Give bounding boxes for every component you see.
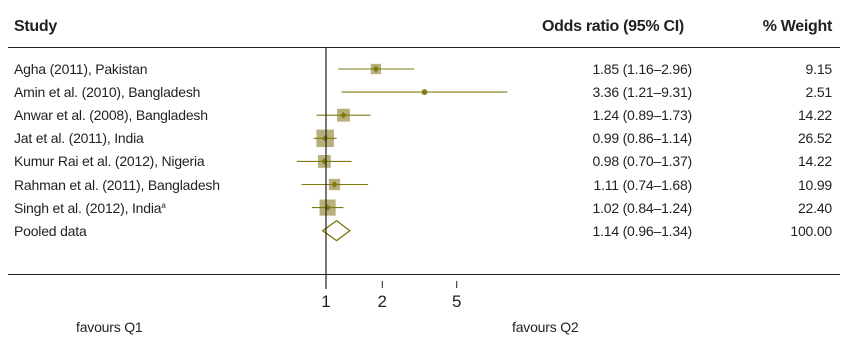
footnote-marker: a bbox=[161, 200, 166, 210]
odds-ratio-value: 1.02 (0.84–1.24) bbox=[592, 199, 692, 216]
weight-value: 2.51 bbox=[805, 84, 833, 101]
study-label: Amin et al. (2010), Bangladesh bbox=[14, 84, 201, 101]
study-marker bbox=[301, 178, 369, 191]
weight-value: 26.52 bbox=[797, 130, 832, 147]
study-marker bbox=[341, 88, 508, 96]
weight-value: 22.40 bbox=[797, 199, 832, 216]
study-label: Jat et al. (2011), India bbox=[14, 130, 144, 147]
x-tick-label: 5 bbox=[452, 292, 461, 311]
x-tick-label: 1 bbox=[321, 292, 330, 311]
odds-ratio-value: 0.98 (0.70–1.37) bbox=[592, 153, 692, 170]
odds-ratio-value: 0.99 (0.86–1.14) bbox=[592, 130, 692, 147]
bottom-rule bbox=[8, 274, 840, 275]
x-tick-label: 2 bbox=[378, 292, 387, 311]
weight-value: 14.22 bbox=[797, 107, 832, 124]
study-column-header: Study bbox=[14, 18, 57, 35]
study-label: Anwar et al. (2008), Bangladesh bbox=[14, 107, 208, 124]
pooled-diamond bbox=[321, 219, 351, 242]
point-estimate bbox=[331, 181, 338, 188]
weight-value: 14.22 bbox=[797, 153, 832, 170]
study-label: Agha (2011), Pakistan bbox=[14, 61, 148, 77]
weight-value: 9.15 bbox=[805, 61, 833, 77]
study-marker bbox=[297, 154, 352, 168]
study-marker bbox=[316, 108, 371, 122]
study-marker bbox=[338, 63, 415, 75]
favours-right-label: favours Q2 bbox=[512, 319, 579, 335]
study-marker bbox=[313, 129, 337, 148]
study-label: Rahman et al. (2011), Bangladesh bbox=[14, 176, 220, 193]
header-rule bbox=[8, 47, 840, 48]
study-marker bbox=[311, 199, 344, 216]
weight-column-header: % Weight bbox=[762, 18, 833, 35]
point-estimate bbox=[340, 112, 347, 119]
odds-ratio-value: 1.85 (1.16–2.96) bbox=[592, 61, 692, 77]
weight-value: 10.99 bbox=[797, 176, 832, 193]
weight-value: 100.00 bbox=[790, 222, 832, 239]
point-estimate bbox=[321, 135, 329, 142]
point-estimate bbox=[421, 88, 428, 96]
pooled-study-label: Pooled data bbox=[14, 222, 87, 239]
odds-ratio-value: 3.36 (1.21–9.31) bbox=[592, 84, 692, 101]
study-label: Kumur Rai et al. (2012), Nigeria bbox=[14, 153, 205, 170]
odds-ratio-column-header: Odds ratio (95% CI) bbox=[542, 18, 684, 35]
odds-ratio-value: 1.14 (0.96–1.34) bbox=[592, 222, 692, 239]
study-label: Singh et al. (2012), Indiaa bbox=[14, 200, 166, 216]
odds-ratio-value: 1.24 (0.89–1.73) bbox=[592, 107, 692, 124]
study-name: Singh et al. (2012), India bbox=[14, 199, 162, 216]
point-estimate bbox=[372, 65, 380, 73]
favours-left-label: favours Q1 bbox=[76, 319, 143, 335]
odds-ratio-value: 1.11 (0.74–1.68) bbox=[593, 176, 692, 193]
